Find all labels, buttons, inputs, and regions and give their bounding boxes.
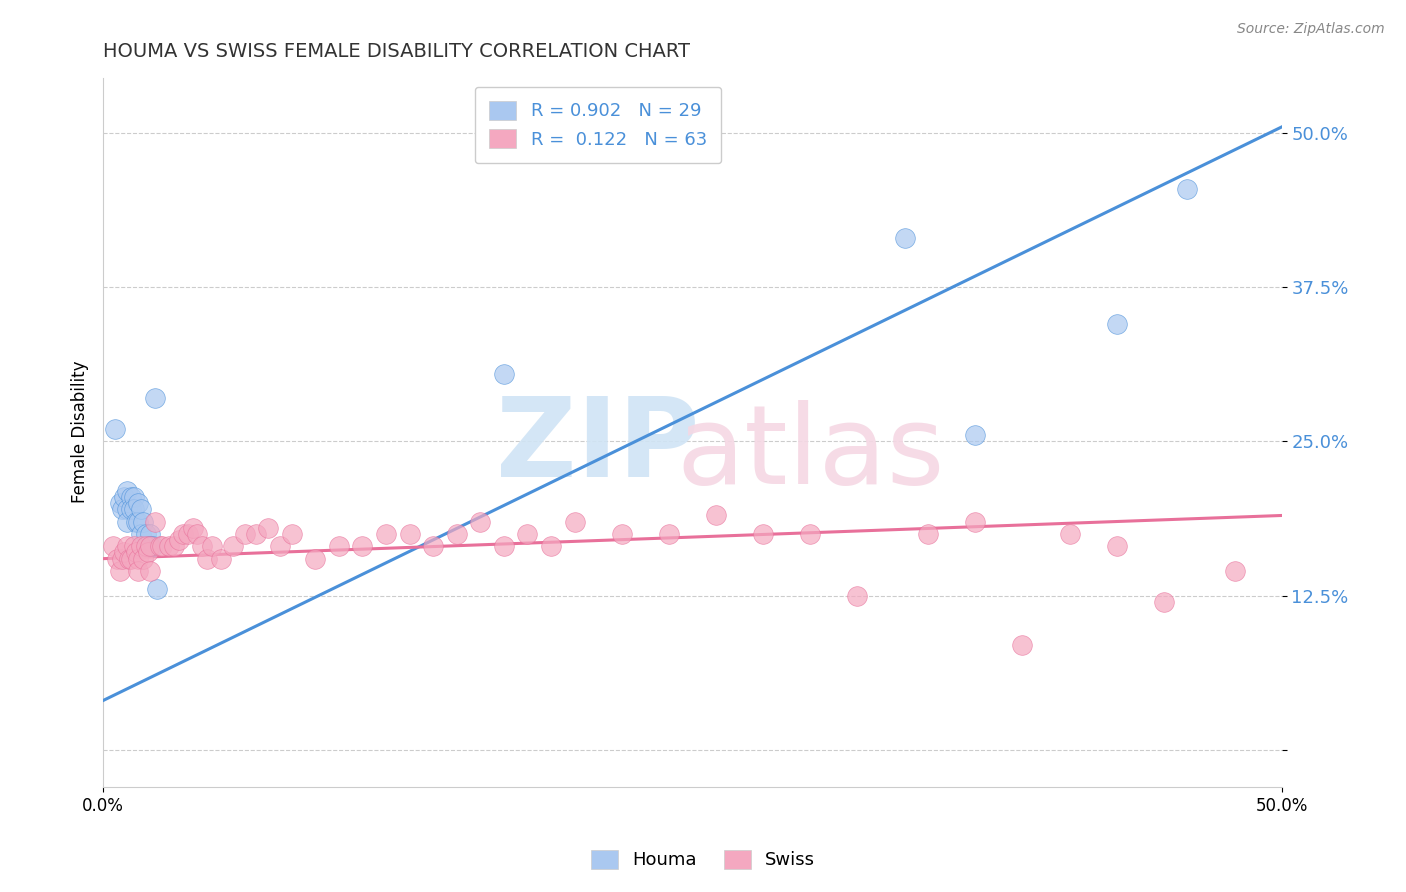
Point xyxy=(132,515,155,529)
Point xyxy=(965,428,987,442)
Point xyxy=(470,515,492,529)
Point xyxy=(752,527,775,541)
Point xyxy=(146,582,169,597)
Point xyxy=(1153,595,1175,609)
Point xyxy=(127,564,149,578)
Point xyxy=(492,367,515,381)
Point xyxy=(177,527,200,541)
Point xyxy=(1105,539,1128,553)
Point xyxy=(139,564,162,578)
Point xyxy=(118,551,141,566)
Point xyxy=(1059,527,1081,541)
Point xyxy=(167,533,190,548)
Point xyxy=(422,539,444,553)
Point xyxy=(893,231,915,245)
Point xyxy=(127,551,149,566)
Point xyxy=(398,527,420,541)
Point xyxy=(233,527,256,541)
Point xyxy=(209,551,232,566)
Point xyxy=(135,527,157,541)
Point xyxy=(245,527,267,541)
Point xyxy=(149,539,172,553)
Point xyxy=(139,527,162,541)
Point xyxy=(222,539,245,553)
Point xyxy=(610,527,633,541)
Legend: Houma, Swiss: Houma, Swiss xyxy=(582,841,824,879)
Point xyxy=(492,539,515,553)
Point xyxy=(115,539,138,553)
Point xyxy=(142,539,165,553)
Point xyxy=(516,527,538,541)
Point xyxy=(200,539,222,553)
Point xyxy=(195,551,218,566)
Point xyxy=(111,502,134,516)
Point xyxy=(143,392,166,406)
Point xyxy=(115,483,138,498)
Point xyxy=(125,545,148,559)
Point xyxy=(125,515,148,529)
Point xyxy=(120,551,142,566)
Point xyxy=(127,515,149,529)
Y-axis label: Female Disability: Female Disability xyxy=(72,361,89,503)
Point xyxy=(704,508,727,523)
Point xyxy=(191,539,214,553)
Point xyxy=(122,502,145,516)
Point xyxy=(143,515,166,529)
Point xyxy=(115,515,138,529)
Point xyxy=(1105,318,1128,332)
Point xyxy=(917,527,939,541)
Point xyxy=(122,490,145,504)
Point xyxy=(120,490,142,504)
Point xyxy=(108,496,131,510)
Point xyxy=(120,502,142,516)
Point xyxy=(163,539,186,553)
Point xyxy=(129,527,152,541)
Point xyxy=(122,539,145,553)
Point xyxy=(186,527,208,541)
Point xyxy=(269,539,291,553)
Point xyxy=(1011,638,1033,652)
Point xyxy=(172,527,194,541)
Point xyxy=(129,539,152,553)
Point xyxy=(135,539,157,553)
Point xyxy=(1223,564,1246,578)
Point xyxy=(111,551,134,566)
Point xyxy=(139,539,162,553)
Point xyxy=(101,539,124,553)
Point xyxy=(564,515,586,529)
Point xyxy=(658,527,681,541)
Point xyxy=(136,539,159,553)
Point xyxy=(112,490,135,504)
Text: ZIP: ZIP xyxy=(496,392,700,500)
Point xyxy=(105,551,128,566)
Point xyxy=(799,527,821,541)
Point xyxy=(132,551,155,566)
Point xyxy=(375,527,398,541)
Point xyxy=(540,539,562,553)
Text: HOUMA VS SWISS FEMALE DISABILITY CORRELATION CHART: HOUMA VS SWISS FEMALE DISABILITY CORRELA… xyxy=(103,42,690,61)
Point xyxy=(328,539,350,553)
Point xyxy=(965,515,987,529)
Point xyxy=(115,502,138,516)
Point xyxy=(181,521,204,535)
Point xyxy=(150,539,173,553)
Point xyxy=(280,527,302,541)
Point xyxy=(257,521,280,535)
Point xyxy=(352,539,374,553)
Point xyxy=(112,545,135,559)
Point xyxy=(127,496,149,510)
Text: atlas: atlas xyxy=(676,400,945,507)
Point xyxy=(104,422,127,436)
Point xyxy=(846,589,869,603)
Point xyxy=(136,545,159,559)
Point xyxy=(108,564,131,578)
Point xyxy=(446,527,468,541)
Point xyxy=(157,539,180,553)
Point xyxy=(139,539,162,553)
Legend: R = 0.902   N = 29, R =  0.122   N = 63: R = 0.902 N = 29, R = 0.122 N = 63 xyxy=(475,87,721,163)
Point xyxy=(304,551,326,566)
Point xyxy=(1177,181,1199,195)
Point xyxy=(129,502,152,516)
Text: Source: ZipAtlas.com: Source: ZipAtlas.com xyxy=(1237,22,1385,37)
